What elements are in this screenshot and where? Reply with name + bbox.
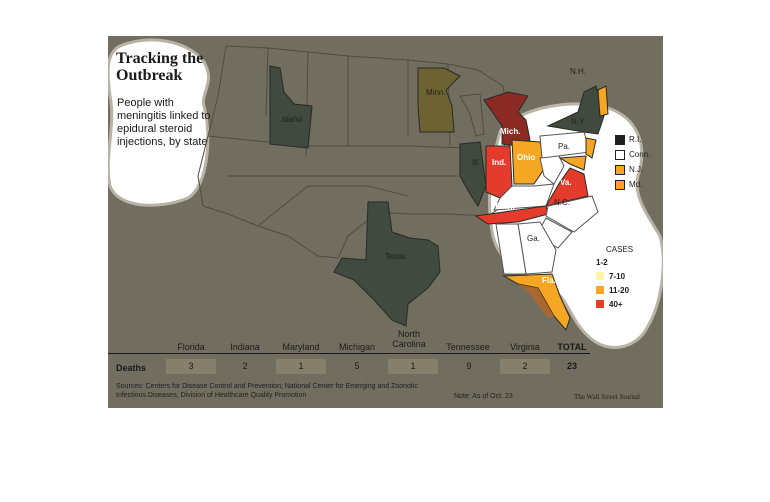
cases-swatch-7-10 <box>596 272 604 280</box>
state-tennessee <box>474 205 549 225</box>
deaths-michigan: 5 <box>354 361 360 371</box>
state-maryland <box>558 155 587 171</box>
state-pennsylvania <box>539 131 591 159</box>
col-tennessee: Tennessee <box>446 342 490 352</box>
state-new-hampshire <box>597 85 609 117</box>
cases-level-40-plus: 40+ <box>596 300 623 309</box>
cases-level-40-plus-label: 40+ <box>609 300 623 309</box>
cases-legend-title: CASES <box>606 245 634 254</box>
deaths-florida: 3 <box>166 359 216 374</box>
label-georgia: Ga. <box>527 234 540 243</box>
label-idaho: Idaho <box>282 115 303 124</box>
state-texas <box>333 201 441 327</box>
deaths-indiana: 2 <box>242 361 248 371</box>
label-new-hampshire: N.H. <box>570 67 586 76</box>
label-new-york: N.Y. <box>571 117 586 126</box>
note-text: Note: As of Oct. 23 <box>454 393 513 400</box>
state-north-carolina <box>545 195 599 233</box>
state-idaho <box>269 65 313 149</box>
col-indiana: Indiana <box>230 342 260 352</box>
infographic-panel: Tracking the Outbreak People with mening… <box>108 36 663 408</box>
deaths-virginia: 2 <box>500 359 550 374</box>
label-virginia: Va. <box>560 178 572 187</box>
state-illinois <box>459 141 487 208</box>
col-virginia: Virginia <box>510 342 540 352</box>
swatch-ri <box>615 135 625 145</box>
cases-level-7-10: 7-10 <box>596 272 625 281</box>
legend-md: Md. <box>629 180 643 189</box>
deaths-maryland: 1 <box>276 359 326 374</box>
state-new-jersey <box>585 137 597 159</box>
label-texas: Texas <box>385 252 406 261</box>
us-map <box>108 38 663 349</box>
swatch-md <box>615 180 625 190</box>
legend-conn: Conn. <box>629 150 651 159</box>
label-indiana: Ind. <box>492 158 507 167</box>
cases-level-7-10-label: 7-10 <box>609 272 626 281</box>
cases-swatch-11-20 <box>596 286 604 294</box>
state-michigan <box>483 91 531 147</box>
sources-text: Sources: Centers for Disease Control and… <box>116 383 418 399</box>
deaths-tennessee: 9 <box>466 361 472 371</box>
cases-swatch-40-plus <box>596 300 604 308</box>
state-alabama <box>495 223 527 275</box>
infographic-subtitle: People with meningitis linked to epidura… <box>117 97 211 148</box>
cases-level-11-20-label: 11-20 <box>609 286 630 295</box>
col-north-carolina: North Carolina <box>392 329 426 349</box>
state-virginia <box>544 167 589 207</box>
state-florida <box>502 273 571 331</box>
label-michigan: Mich. <box>500 127 521 136</box>
state-boundaries <box>197 45 509 259</box>
swatch-conn <box>615 150 625 160</box>
col-maryland: Maryland <box>282 342 320 352</box>
great-lakes <box>459 93 485 137</box>
title-halo <box>108 38 210 207</box>
cases-level-1-2-label: 1-2 <box>596 258 608 267</box>
col-total: TOTAL <box>557 342 587 352</box>
legend-ri: R.I. <box>629 135 642 144</box>
label-florida: Fla. <box>542 276 556 285</box>
table-rule <box>108 353 590 354</box>
state-minnesota <box>417 67 461 133</box>
label-illinois: Ill. <box>472 158 480 167</box>
deaths-row-label: Deaths <box>116 363 147 373</box>
label-north-carolina: N.C. <box>554 198 570 207</box>
label-tennessee: Tenn. <box>494 202 515 211</box>
label-ohio: Ohio <box>517 153 536 162</box>
state-ohio <box>511 139 547 185</box>
florida-shade <box>518 284 554 318</box>
label-pennsylvania: Pa. <box>558 142 571 151</box>
col-florida: Florida <box>177 342 205 352</box>
infographic-title: Tracking the Outbreak <box>116 50 204 84</box>
credit-text: The Wall Street Journal <box>574 393 640 401</box>
deaths-north-carolina: 1 <box>388 359 438 374</box>
label-minnesota: Minn. <box>426 88 446 97</box>
deaths-total: 23 <box>566 361 577 371</box>
legend-nj: N.J. <box>629 165 644 174</box>
cases-level-1-2: 1-2 <box>596 258 608 267</box>
swatch-nj <box>615 165 625 175</box>
col-michigan: Michigan <box>338 342 376 352</box>
cases-level-11-20: 11-20 <box>596 286 629 295</box>
